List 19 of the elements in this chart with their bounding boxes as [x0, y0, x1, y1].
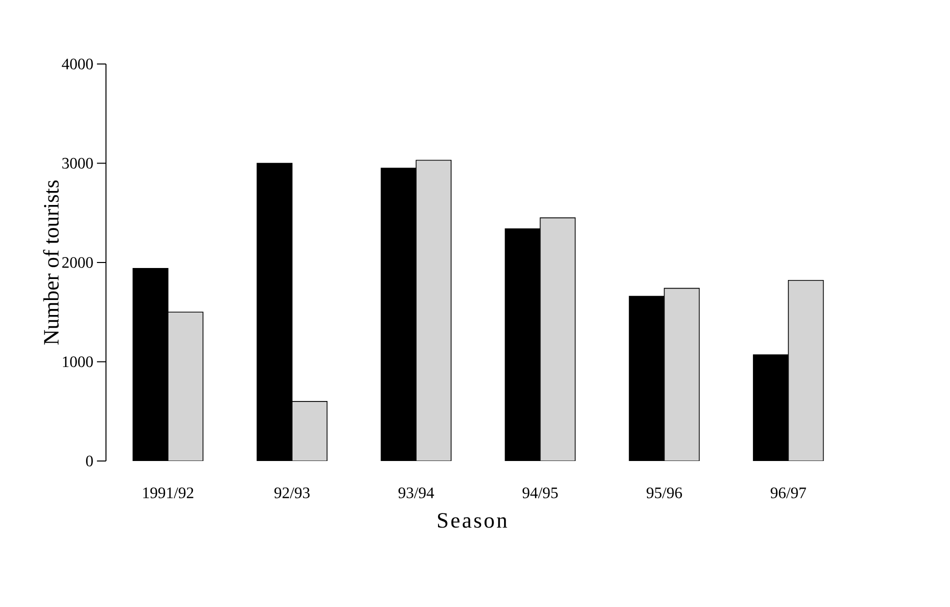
y-tick-label: 2000	[62, 257, 93, 268]
bar	[788, 280, 824, 461]
x-tick-label: 96/97	[770, 488, 806, 498]
x-tick-label: 1991/92	[143, 488, 194, 498]
y-tick-label: 1000	[62, 356, 93, 368]
y-axis-title: Number of tourists	[43, 180, 59, 345]
x-tick-label: 92/93	[274, 488, 310, 498]
bar	[416, 160, 452, 461]
x-axis-title: Season	[438, 513, 508, 528]
y-tick-label: 4000	[62, 58, 93, 70]
x-tick-label: 95/96	[646, 488, 682, 498]
x-tick-label: 93/94	[398, 488, 434, 498]
bar	[168, 312, 204, 461]
bar	[540, 217, 576, 461]
x-tick-label: 94/95	[522, 488, 558, 498]
y-tick-label: 0	[86, 456, 93, 466]
bar	[292, 401, 328, 461]
bar	[664, 288, 700, 461]
y-tick-label: 3000	[62, 158, 93, 169]
